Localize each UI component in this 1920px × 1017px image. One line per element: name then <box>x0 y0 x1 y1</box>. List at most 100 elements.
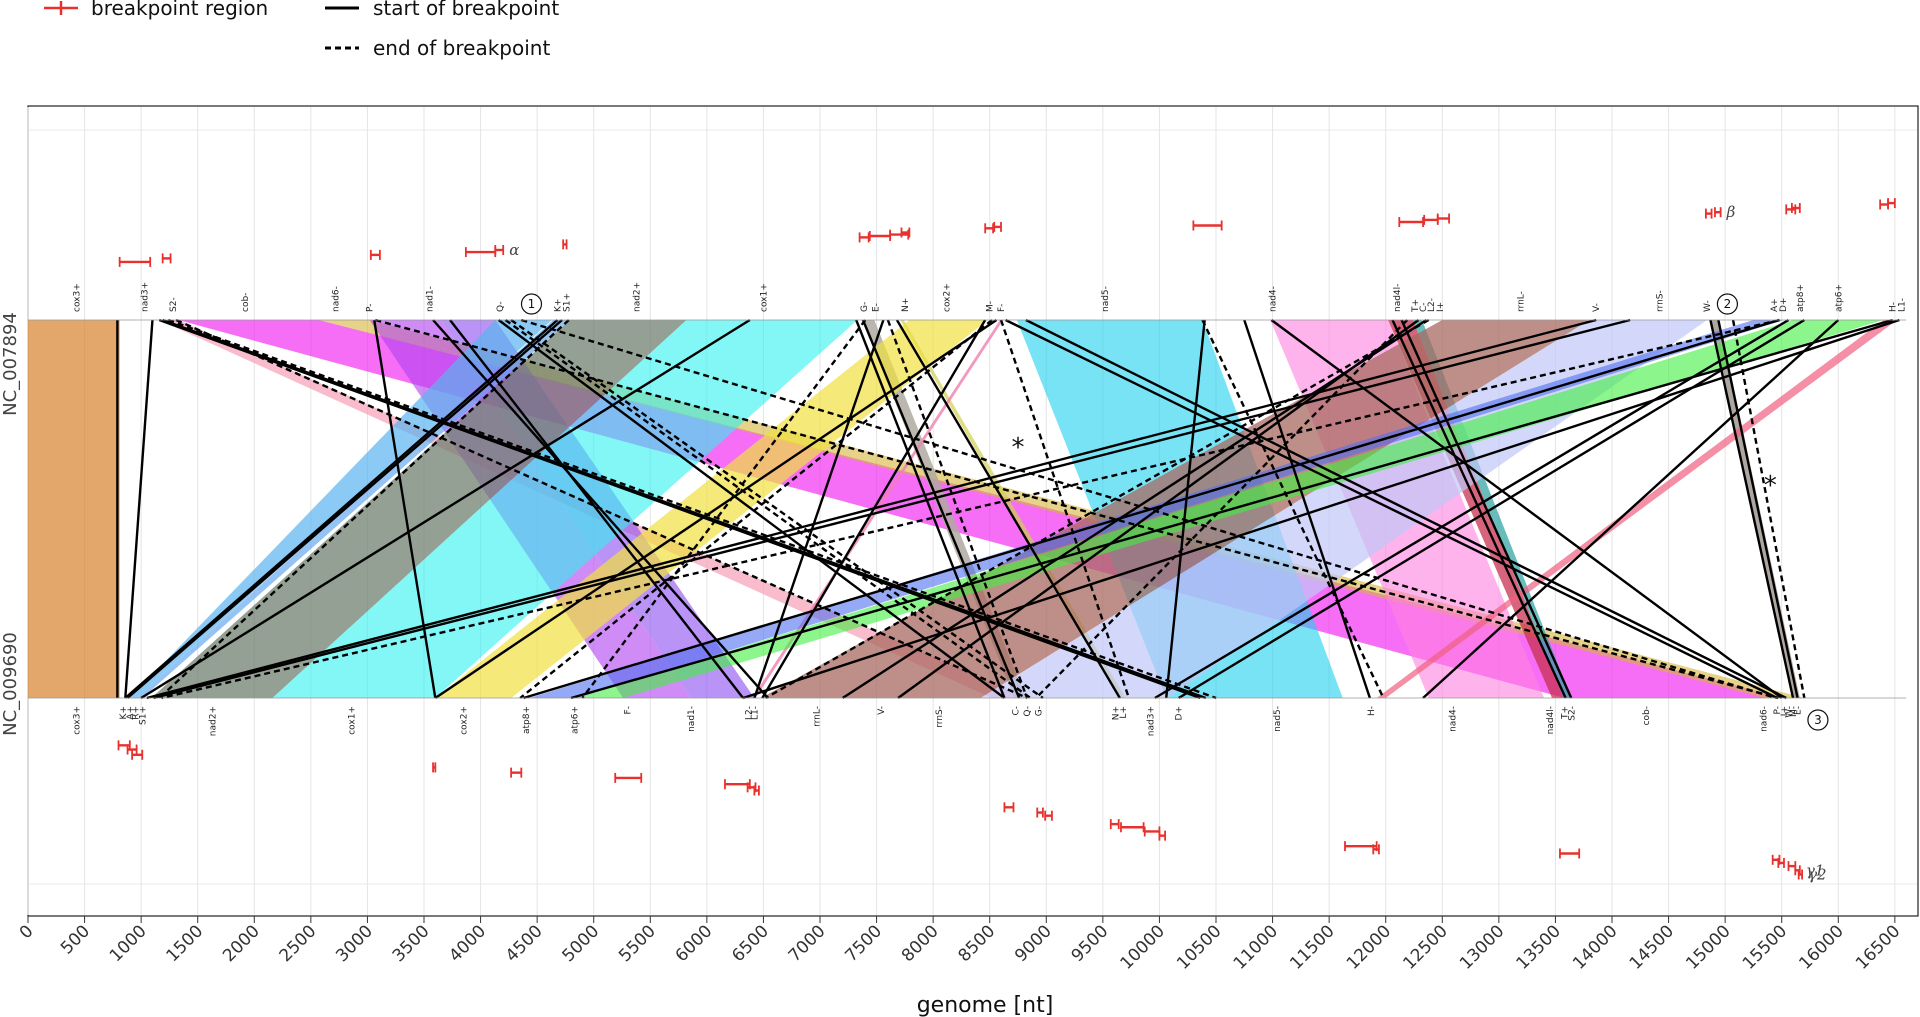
breakpoint-end-line <box>161 318 1780 700</box>
circled-marker-label: 3 <box>1814 713 1822 727</box>
breakpoint-start-line <box>124 319 154 699</box>
bottom-gene-label: nad4- <box>1448 706 1458 732</box>
breakpoint-greek-label: α <box>509 241 519 259</box>
top-gene-label: nad2+ <box>633 282 643 312</box>
bottom-gene-label: rrnL- <box>813 706 823 727</box>
bottom-gene-label: cox3+ <box>73 706 83 735</box>
top-gene-label: atp6+ <box>1834 284 1844 312</box>
legend-item-end-of-breakpoint: end of breakpoint <box>325 36 550 60</box>
bottom-breakpoint-region <box>432 762 437 773</box>
x-axis-title: genome [nt] <box>917 993 1054 1017</box>
synteny-band <box>136 320 570 698</box>
top-gene-label: nad6- <box>332 286 342 312</box>
breakpoint-start-line <box>1005 318 1778 700</box>
top-gene-label: A+ <box>1770 298 1780 312</box>
breakpoint-start-line <box>523 318 1780 700</box>
bottom-breakpoint-region <box>126 744 138 755</box>
breakpoint-start-line <box>841 318 1428 700</box>
top-breakpoint-region <box>1398 217 1424 227</box>
top-breakpoint-region <box>889 229 910 240</box>
top-gene-label: I+ <box>1436 302 1446 312</box>
top-gene-label: atp8+ <box>1796 284 1806 312</box>
breakpoint-start-line <box>1154 318 1790 700</box>
bottom-gene-label: cox2+ <box>460 706 470 735</box>
bottom-breakpoint-region <box>1559 848 1581 859</box>
breakpoint-start-line <box>434 319 998 699</box>
breakpoint-start-line <box>895 319 1121 699</box>
top-gene-label: rrnL- <box>1516 291 1526 312</box>
breakpoint-greek-label: γ2 <box>1808 866 1827 884</box>
top-breakpoint-region: α <box>494 241 519 259</box>
breakpoint-start-line <box>1709 319 1795 699</box>
top-gene-label: D+ <box>1779 298 1789 312</box>
breakpoint-end-line <box>504 319 1032 699</box>
bottom-gene-label: Q- <box>1023 706 1033 717</box>
bottom-gene-label: nad3+ <box>1146 706 1156 736</box>
top-gene-label: nad3+ <box>141 282 151 312</box>
top-gene-label: S2- <box>169 297 179 312</box>
top-gene-label: nad1- <box>426 286 436 312</box>
bottom-gene-label: cox1+ <box>348 706 358 735</box>
bottom-breakpoint-region <box>614 772 643 783</box>
bottom-gene-label: atp6+ <box>570 706 580 734</box>
bottom-breakpoint-region <box>1777 857 1785 868</box>
breakpoint-start-line <box>1422 319 1840 699</box>
top-gene-label: cob- <box>241 293 251 312</box>
top-breakpoint-region <box>369 249 381 260</box>
breakpoint-end-line <box>886 319 1029 699</box>
top-gene-label: T+ <box>1411 299 1421 313</box>
circled-marker-label: 1 <box>528 297 536 311</box>
top-gene-label: L1- <box>1898 298 1908 312</box>
bottom-gene-label: H- <box>1367 706 1377 716</box>
synteny-band <box>272 320 858 698</box>
synteny-band <box>1376 320 1898 698</box>
breakpoint-start-line <box>126 319 563 699</box>
star-marker: * <box>1012 433 1025 463</box>
genome-label-bottom: NC_009690 <box>0 632 21 736</box>
breakpoint-end-line <box>375 318 1779 700</box>
top-breakpoint-region <box>1705 208 1713 219</box>
bottom-breakpoint-region <box>1158 830 1166 841</box>
top-breakpoint-region: β <box>1714 203 1736 221</box>
top-breakpoint-region <box>1192 220 1223 231</box>
legend-label-start-of-breakpoint: start of breakpoint <box>373 0 559 20</box>
markers: 1 2 3 * * <box>520 293 1829 731</box>
bottom-gene-label: atp8+ <box>522 706 532 734</box>
circled-marker <box>1716 293 1739 315</box>
top-gene-label: rrnS- <box>1656 290 1666 312</box>
breakpoint-start-line <box>1243 319 1372 699</box>
top-gene-label: S1+ <box>563 293 573 312</box>
bottom-gene-label: I+ <box>1780 706 1790 716</box>
legend-label-breakpoint-region: breakpoint region <box>91 0 268 20</box>
breakpoint-start-line <box>742 318 1900 700</box>
breakpoint-end-line <box>765 318 1430 700</box>
star-marker: * <box>1764 471 1777 501</box>
bottom-gene-label: nad2+ <box>208 706 218 736</box>
legend-label-end-of-breakpoint: end of breakpoint <box>373 36 550 60</box>
breakpoint-start-line <box>1717 319 1799 699</box>
breakpoint-greek-label: γ1 <box>1806 861 1825 879</box>
bottom-breakpoint-region: γ2 <box>1797 866 1827 884</box>
bottom-gene-label: C- <box>1012 706 1022 716</box>
bottom-gene-label: M- <box>1789 706 1799 717</box>
top-gene-label: V- <box>1592 303 1602 312</box>
breakpoint-start-line <box>861 319 1021 699</box>
top-breakpoint-region <box>1785 204 1797 215</box>
breakpoint-start-line <box>570 318 1893 700</box>
circled-marker <box>1807 709 1829 731</box>
top-breakpoint-region <box>118 256 152 267</box>
breakpoint-start-line <box>855 319 1006 699</box>
bottom-gene-label: cob- <box>1642 706 1652 725</box>
top-gene-label: M- <box>986 301 996 312</box>
breakpoint-start-line <box>140 318 751 700</box>
breakpoint-start-line <box>1025 318 1787 700</box>
top-gene-label: L2- <box>1427 298 1437 312</box>
breakpoint-start-line <box>897 319 1420 699</box>
bottom-breakpoint-region <box>1036 807 1044 818</box>
breakpoint-end-line <box>1731 319 1806 699</box>
breakpoint-end-line <box>167 318 1217 700</box>
bottom-gene-label: W- <box>1785 706 1795 718</box>
bottom-gene-label: nad6- <box>1760 706 1770 732</box>
top-gene-label: H- <box>1889 302 1899 312</box>
